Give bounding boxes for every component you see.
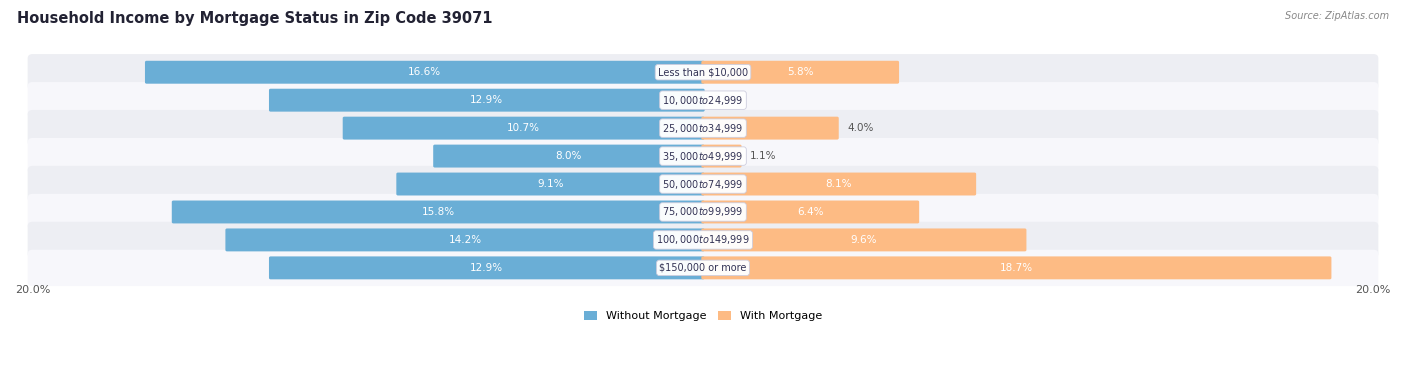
Text: $50,000 to $74,999: $50,000 to $74,999 bbox=[662, 178, 744, 191]
Text: $75,000 to $99,999: $75,000 to $99,999 bbox=[662, 206, 744, 218]
Text: $100,000 to $149,999: $100,000 to $149,999 bbox=[657, 234, 749, 246]
FancyBboxPatch shape bbox=[702, 117, 839, 139]
Text: Less than $10,000: Less than $10,000 bbox=[658, 67, 748, 77]
Text: 14.2%: 14.2% bbox=[449, 235, 482, 245]
Text: 0.0%: 0.0% bbox=[713, 95, 740, 105]
Text: 8.1%: 8.1% bbox=[825, 179, 852, 189]
FancyBboxPatch shape bbox=[28, 54, 1378, 90]
FancyBboxPatch shape bbox=[28, 194, 1378, 230]
FancyBboxPatch shape bbox=[28, 250, 1378, 286]
FancyBboxPatch shape bbox=[702, 200, 920, 223]
Text: 12.9%: 12.9% bbox=[470, 263, 503, 273]
Text: 1.1%: 1.1% bbox=[749, 151, 776, 161]
FancyBboxPatch shape bbox=[269, 256, 704, 279]
Text: 18.7%: 18.7% bbox=[1000, 263, 1033, 273]
FancyBboxPatch shape bbox=[28, 110, 1378, 146]
FancyBboxPatch shape bbox=[702, 256, 1331, 279]
Legend: Without Mortgage, With Mortgage: Without Mortgage, With Mortgage bbox=[579, 306, 827, 325]
FancyBboxPatch shape bbox=[702, 61, 898, 84]
Text: $25,000 to $34,999: $25,000 to $34,999 bbox=[662, 122, 744, 135]
FancyBboxPatch shape bbox=[433, 145, 704, 167]
Text: 6.4%: 6.4% bbox=[797, 207, 824, 217]
FancyBboxPatch shape bbox=[343, 117, 704, 139]
Text: 8.0%: 8.0% bbox=[555, 151, 582, 161]
Text: 5.8%: 5.8% bbox=[787, 67, 814, 77]
Text: $10,000 to $24,999: $10,000 to $24,999 bbox=[662, 94, 744, 107]
FancyBboxPatch shape bbox=[269, 89, 704, 112]
Text: 9.6%: 9.6% bbox=[851, 235, 877, 245]
Text: 16.6%: 16.6% bbox=[408, 67, 441, 77]
Text: Source: ZipAtlas.com: Source: ZipAtlas.com bbox=[1285, 11, 1389, 21]
Text: 10.7%: 10.7% bbox=[508, 123, 540, 133]
Text: 9.1%: 9.1% bbox=[537, 179, 564, 189]
FancyBboxPatch shape bbox=[225, 228, 704, 251]
FancyBboxPatch shape bbox=[702, 145, 741, 167]
Text: 4.0%: 4.0% bbox=[848, 123, 873, 133]
FancyBboxPatch shape bbox=[172, 200, 704, 223]
Text: $35,000 to $49,999: $35,000 to $49,999 bbox=[662, 150, 744, 163]
FancyBboxPatch shape bbox=[396, 173, 704, 195]
Text: 12.9%: 12.9% bbox=[470, 95, 503, 105]
Text: 15.8%: 15.8% bbox=[422, 207, 454, 217]
FancyBboxPatch shape bbox=[145, 61, 704, 84]
FancyBboxPatch shape bbox=[28, 222, 1378, 258]
Text: Household Income by Mortgage Status in Zip Code 39071: Household Income by Mortgage Status in Z… bbox=[17, 11, 492, 26]
Text: $150,000 or more: $150,000 or more bbox=[659, 263, 747, 273]
FancyBboxPatch shape bbox=[702, 173, 976, 195]
FancyBboxPatch shape bbox=[28, 82, 1378, 118]
FancyBboxPatch shape bbox=[28, 138, 1378, 174]
FancyBboxPatch shape bbox=[28, 166, 1378, 202]
FancyBboxPatch shape bbox=[702, 228, 1026, 251]
